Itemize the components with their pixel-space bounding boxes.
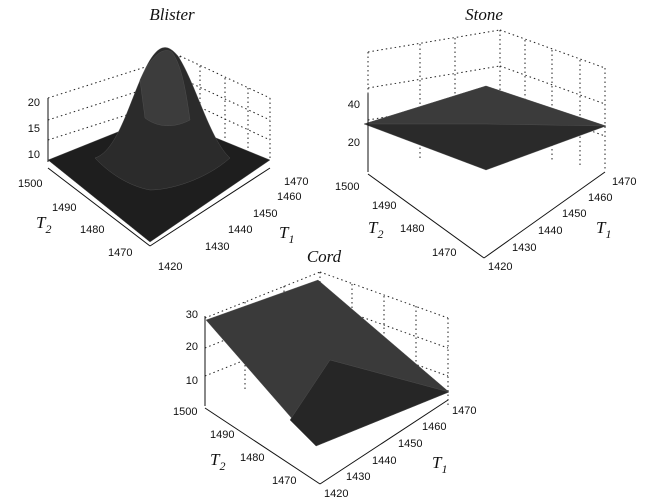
x-tick-label: 1420 xyxy=(158,261,182,273)
chart-title-stone: Stone xyxy=(465,5,503,24)
x-tick-label: 1430 xyxy=(346,471,370,483)
y-axis-label: T2 xyxy=(36,213,51,236)
cord-surface xyxy=(205,279,450,447)
stone-chart: Stone 40 20 1500 1490 xyxy=(335,5,636,273)
y-tick-label: 1470 xyxy=(432,247,456,259)
z-tick-label: 15 xyxy=(28,123,40,135)
z-tick-label: 20 xyxy=(348,137,360,149)
y-axis-label: T2 xyxy=(368,218,383,241)
x-tick-label: 1430 xyxy=(512,242,536,254)
y-tick-label: 1480 xyxy=(240,452,264,464)
y-tick-label: 1470 xyxy=(108,247,132,259)
stone-axes xyxy=(367,94,606,259)
stone-surface-lit xyxy=(363,85,607,127)
z-tick-label: 40 xyxy=(348,99,360,111)
y-tick-label: 1500 xyxy=(173,406,197,418)
y-tick-label: 1500 xyxy=(18,178,42,190)
y-tick-label: 1480 xyxy=(80,224,104,236)
stone-surface xyxy=(363,85,607,171)
x-tick-label: 1450 xyxy=(398,438,422,450)
y-axis-label: T2 xyxy=(210,450,225,473)
y-tick-label: 1490 xyxy=(52,202,76,214)
x-tick-label: 1460 xyxy=(277,191,301,203)
chart-title-blister: Blister xyxy=(149,5,195,24)
x-tick-label: 1470 xyxy=(612,176,636,188)
blister-surface xyxy=(47,47,271,243)
x-tick-label: 1450 xyxy=(253,208,277,220)
cord-surface-shade xyxy=(289,359,450,447)
y-tick-label: 1490 xyxy=(210,429,234,441)
x-tick-label: 1430 xyxy=(205,241,229,253)
x-tick-label: 1440 xyxy=(538,225,562,237)
blister-surface-highlight xyxy=(139,50,191,126)
x-tick-label: 1460 xyxy=(588,192,612,204)
x-axis-label: T1 xyxy=(432,453,447,476)
x-axis-label: T1 xyxy=(279,223,294,246)
x-tick-label: 1470 xyxy=(452,405,476,417)
x-tick-label: 1440 xyxy=(372,455,396,467)
z-tick-label: 10 xyxy=(28,149,40,161)
x-tick-label: 1420 xyxy=(488,261,512,273)
y-tick-label: 1470 xyxy=(272,475,296,487)
x-axis-label: T1 xyxy=(596,218,611,241)
z-tick-label: 10 xyxy=(186,375,198,387)
y-tick-label: 1480 xyxy=(400,223,424,235)
x-tick-label: 1460 xyxy=(422,421,446,433)
blister-axes xyxy=(47,98,271,247)
cord-chart: Cord 30 20 10 1500 xyxy=(173,247,476,500)
chart-title-cord: Cord xyxy=(307,247,342,266)
z-tick-label: 30 xyxy=(186,309,198,321)
x-tick-label: 1420 xyxy=(324,488,348,500)
x-tick-label: 1450 xyxy=(562,208,586,220)
x-tick-label: 1470 xyxy=(284,176,308,188)
z-tick-label: 20 xyxy=(28,97,40,109)
x-tick-label: 1440 xyxy=(228,224,252,236)
y-tick-label: 1490 xyxy=(372,200,396,212)
z-tick-label: 20 xyxy=(186,341,198,353)
cord-axes xyxy=(204,316,449,485)
y-tick-label: 1500 xyxy=(335,181,359,193)
blister-chart: Blister 20 15 xyxy=(18,5,308,273)
